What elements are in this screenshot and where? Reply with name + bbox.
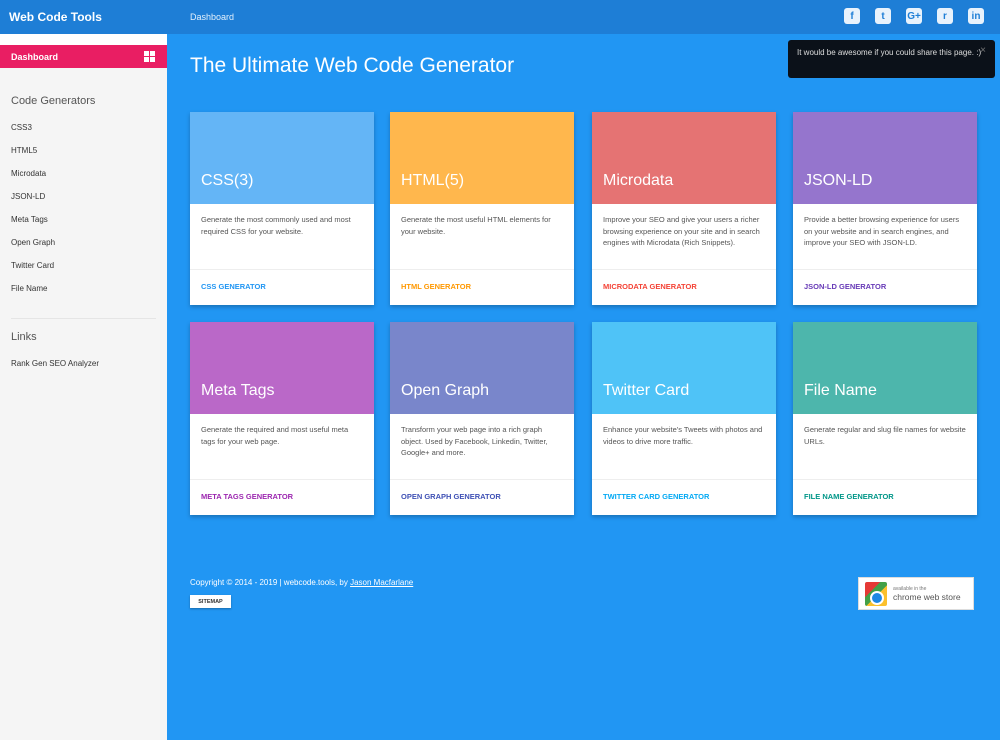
generator-card: File Name Generate regular and slug file… — [793, 322, 977, 515]
card-description: Generate the most commonly used and most… — [190, 204, 374, 270]
copyright-text: Copyright © 2014 - 2019 | webcode.tools,… — [190, 578, 351, 587]
generator-card: Meta Tags Generate the required and most… — [190, 322, 374, 515]
toast-message: It would be awesome if you could share t… — [797, 48, 982, 57]
card-title: Open Graph — [401, 382, 490, 399]
card-title: Twitter Card — [603, 382, 690, 399]
card-title: JSON-LD — [804, 172, 873, 189]
store-line2: chrome web store — [893, 591, 961, 602]
card-header[interactable]: CSS(3) — [190, 112, 374, 204]
card-title: File Name — [804, 382, 877, 399]
google-plus-icon[interactable]: G+ — [906, 8, 922, 24]
card-description: Provide a better browsing experience for… — [793, 204, 977, 270]
sidebar-item-label: Dashboard — [11, 52, 59, 62]
sidebar-item-open-graph[interactable]: Open Graph — [11, 238, 56, 247]
generator-card: JSON-LD Provide a better browsing experi… — [793, 112, 977, 305]
generator-card: Microdata Improve your SEO and give your… — [592, 112, 776, 305]
card-description: Enhance your website's Tweets with photo… — [592, 414, 776, 480]
chrome-store-logo-icon — [865, 581, 887, 606]
card-header[interactable]: Twitter Card — [592, 322, 776, 414]
card-generator-link[interactable]: JSON-LD GENERATOR — [804, 282, 887, 291]
generator-card: CSS(3) Generate the most commonly used a… — [190, 112, 374, 305]
card-generator-link[interactable]: HTML GENERATOR — [401, 282, 472, 291]
sidebar: Dashboard Code Generators CSS3 HTML5 Micro… — [0, 34, 167, 740]
card-generator-link[interactable]: OPEN GRAPH GENERATOR — [401, 492, 501, 501]
card-title: Microdata — [603, 172, 674, 189]
sidebar-item-css3[interactable]: CSS3 — [11, 123, 32, 132]
card-header[interactable]: Open Graph — [390, 322, 574, 414]
card-description: Transform your web page into a rich grap… — [390, 414, 574, 480]
brand-title[interactable]: Web Code Tools — [9, 10, 102, 24]
twitter-icon[interactable]: t — [875, 8, 891, 24]
card-header[interactable]: File Name — [793, 322, 977, 414]
sidebar-item-json-ld[interactable]: JSON-LD — [11, 192, 46, 201]
author-link[interactable]: Jason Macfarlane — [350, 578, 414, 587]
sidebar-link[interactable]: Rank Gen SEO Analyzer — [11, 359, 100, 368]
divider — [11, 318, 156, 319]
generator-card: Open Graph Transform your web page into … — [390, 322, 574, 515]
card-generator-link[interactable]: META TAGS GENERATOR — [201, 492, 294, 501]
section-heading-code-generators: Code Generators — [11, 95, 96, 107]
store-line1: available in the — [893, 585, 927, 592]
sidebar-item-twitter-card[interactable]: Twitter Card — [11, 261, 55, 270]
share-toast: It would be awesome if you could share t… — [788, 40, 995, 78]
generator-card: HTML(5) Generate the most useful HTML el… — [390, 112, 574, 305]
sidebar-item-file-name[interactable]: File Name — [11, 284, 48, 293]
breadcrumb: Dashboard — [190, 12, 235, 22]
social-share-buttons: f t G+ r in — [844, 8, 984, 24]
section-heading-links: Links — [11, 331, 37, 343]
card-title: Meta Tags — [201, 382, 275, 399]
linkedin-icon[interactable]: in — [968, 8, 984, 24]
card-description: Generate the required and most useful me… — [190, 414, 374, 480]
sidebar-item-dashboard[interactable]: Dashboard — [0, 45, 167, 68]
sidebar-item-html5[interactable]: HTML5 — [11, 146, 38, 155]
chrome-web-store-badge[interactable]: available in the chrome web store — [858, 577, 974, 610]
sitemap-button[interactable]: SITEMAP — [190, 595, 231, 608]
card-generator-link[interactable]: FILE NAME GENERATOR — [804, 492, 894, 501]
card-generator-link[interactable]: MICRODATA GENERATOR — [603, 282, 697, 291]
reddit-icon[interactable]: r — [937, 8, 953, 24]
card-description: Generate the most useful HTML elements f… — [390, 204, 574, 270]
facebook-icon[interactable]: f — [844, 8, 860, 24]
card-title: CSS(3) — [201, 172, 254, 189]
dashboard-icon — [144, 51, 155, 62]
card-description: Improve your SEO and give your users a r… — [592, 204, 776, 270]
card-generator-link[interactable]: TWITTER CARD GENERATOR — [603, 492, 710, 501]
page-title: The Ultimate Web Code Generator — [190, 54, 515, 77]
card-title: HTML(5) — [401, 172, 465, 189]
generator-card: Twitter Card Enhance your website's Twee… — [592, 322, 776, 515]
card-description: Generate regular and slug file names for… — [793, 414, 977, 480]
sidebar-item-meta-tags[interactable]: Meta Tags — [11, 215, 48, 224]
card-header[interactable]: Microdata — [592, 112, 776, 204]
close-icon[interactable]: × — [980, 45, 986, 56]
copyright: Copyright © 2014 - 2019 | webcode.tools,… — [190, 578, 413, 587]
card-header[interactable]: HTML(5) — [390, 112, 574, 204]
card-header[interactable]: Meta Tags — [190, 322, 374, 414]
card-header[interactable]: JSON-LD — [793, 112, 977, 204]
top-bar: Web Code Tools Dashboard f t G+ r in — [0, 0, 1000, 34]
card-generator-link[interactable]: CSS GENERATOR — [201, 282, 266, 291]
sidebar-item-microdata[interactable]: Microdata — [11, 169, 47, 178]
